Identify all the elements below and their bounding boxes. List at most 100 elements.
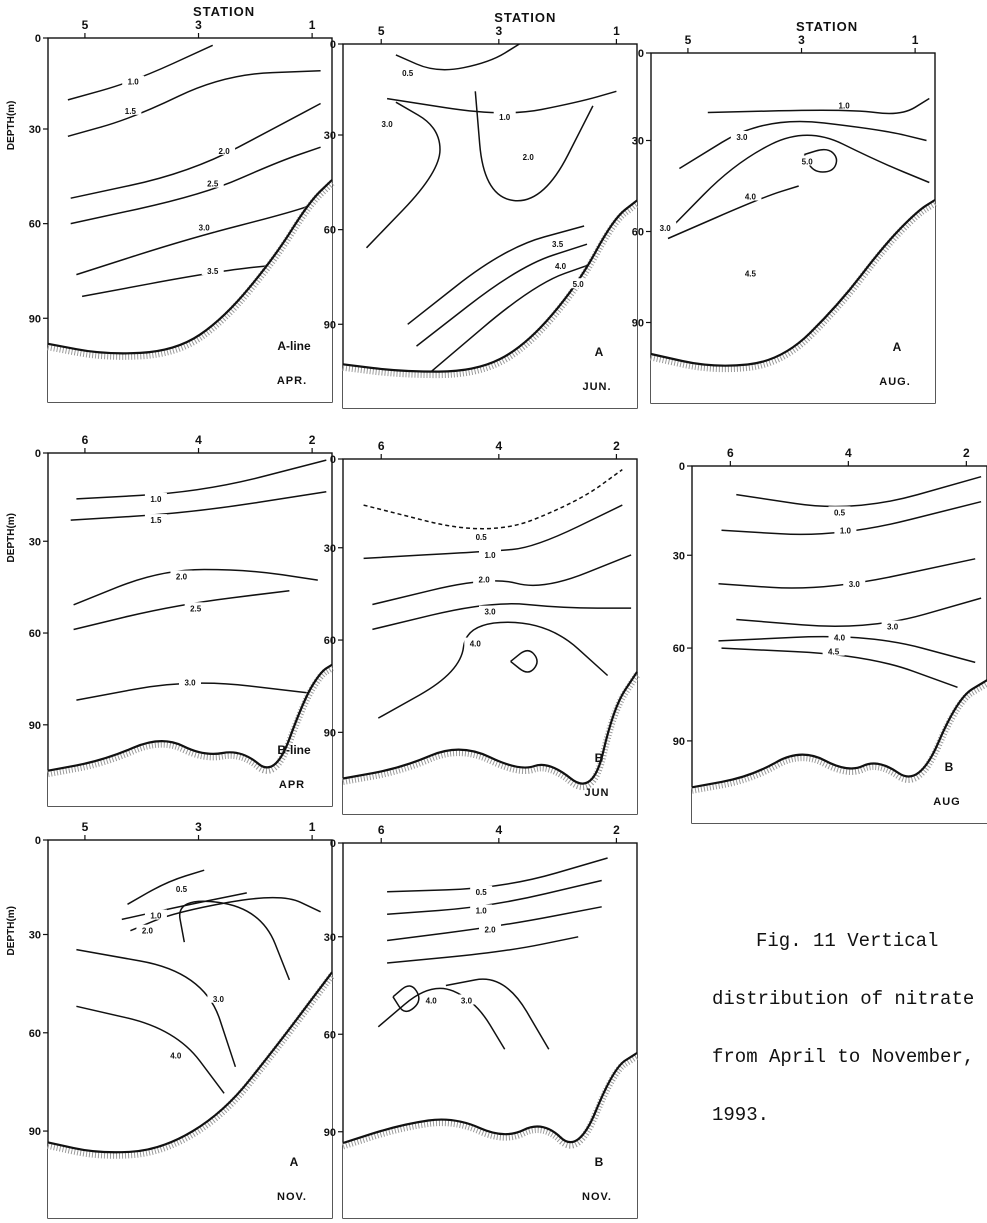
seafloor-fill [343, 200, 637, 408]
contour-label-mask [213, 144, 236, 155]
seafloor-stipple [341, 1053, 639, 1150]
depth-label: 60 [632, 227, 644, 239]
station-label: 4 [195, 433, 202, 447]
contour-label-mask [144, 909, 167, 920]
contour-label-mask [455, 994, 478, 1005]
isoline [416, 243, 588, 347]
contour-label-mask [193, 221, 216, 232]
seafloor-fill [48, 664, 332, 806]
depth-label: 30 [324, 130, 336, 142]
depth-label: 60 [324, 635, 336, 647]
contour-label-mask [201, 264, 224, 275]
seafloor-fill [343, 672, 637, 814]
isoline [803, 148, 838, 173]
station-label: 3 [495, 24, 502, 38]
contour-label: 1.0 [476, 907, 488, 916]
contour-label-mask [470, 531, 493, 542]
isoline [474, 91, 594, 202]
line-label: A [893, 340, 902, 354]
isoline [67, 70, 321, 138]
station-label: 5 [685, 33, 692, 47]
contour-label-mask [730, 131, 753, 141]
station-label: 2 [963, 446, 970, 460]
contour-label: 3.0 [213, 995, 225, 1004]
line-label: A [595, 345, 604, 359]
line-label: B [595, 751, 604, 765]
depth-label: 60 [29, 628, 41, 640]
isoline [430, 261, 597, 373]
seafloor-stipple [47, 180, 335, 360]
seafloor-line [342, 1052, 638, 1145]
station-label: 4 [495, 439, 502, 453]
contour-label-mask [739, 190, 762, 201]
contour-label: 2.0 [484, 925, 496, 934]
station-label: 2 [613, 823, 620, 837]
isoline [73, 589, 290, 631]
contour-label-mask [479, 923, 501, 934]
contour-label: 4.0 [834, 633, 846, 642]
contour-label-mask [546, 238, 569, 249]
contour-label-mask [479, 605, 501, 616]
depth-label: 60 [29, 219, 41, 231]
depth-axis-title: DEPTH(m) [6, 513, 17, 562]
station-label: 2 [309, 433, 316, 447]
depth-label: 90 [632, 318, 644, 330]
caption-line-4: 1993. [712, 1104, 770, 1126]
seafloor-stipple [47, 973, 335, 1159]
isoline [372, 603, 632, 631]
isoline [363, 468, 623, 530]
depth-label: 0 [35, 448, 41, 460]
contour-label: 3.0 [849, 580, 861, 589]
contour-label-mask [828, 631, 851, 642]
contour-label-mask [207, 992, 230, 1003]
station-label: 6 [727, 446, 734, 460]
isoline [76, 1005, 225, 1094]
contour-label-mask [796, 155, 819, 166]
isoline [377, 987, 506, 1050]
contour-label-mask [144, 492, 167, 503]
station-label: 1 [309, 820, 316, 834]
seafloor-fill [343, 1053, 637, 1218]
seafloor-line [650, 199, 936, 367]
station-label: 3 [195, 820, 202, 834]
contour-label-mask [179, 676, 201, 687]
month-label: JUN [584, 787, 609, 799]
contour-label: 4.0 [170, 1051, 182, 1060]
figure-caption: Fig. 11 Vertical distribution of nitrate… [712, 930, 982, 1162]
depth-label: 60 [29, 1028, 41, 1040]
station-label: 5 [82, 18, 89, 32]
depth-label: 90 [324, 319, 336, 331]
contour-label: 0.5 [176, 885, 188, 894]
b-line-november-panel: 0.5 1.0 2.0 4.0 3.0 6 4 2 0 30 60 90 B NOV. [324, 823, 639, 1219]
depth-axis-title: DEPTH(m) [6, 101, 17, 150]
contour-label-mask [517, 150, 540, 161]
contour-label-mask [170, 883, 193, 894]
contour-label: 2.0 [219, 147, 231, 156]
contour-label: 2.0 [479, 576, 491, 585]
contour-label: 3.0 [660, 224, 672, 233]
seafloor-line [47, 971, 333, 1154]
contour-label: 3.0 [461, 997, 473, 1006]
isoline [407, 225, 585, 325]
isoline [70, 491, 327, 521]
isoline [76, 201, 321, 276]
seafloor-line [342, 671, 638, 785]
station-label: 2 [613, 439, 620, 453]
isoline [718, 558, 976, 589]
depth-label: 0 [330, 454, 336, 466]
contour-label: 1.0 [150, 912, 162, 921]
contour-label-mask [739, 267, 762, 278]
contour-label: 3.0 [887, 623, 899, 632]
contour-label-mask [170, 570, 193, 581]
station-label: 4 [495, 823, 502, 837]
station-label: 6 [82, 433, 89, 447]
contour-label-mask [549, 260, 572, 271]
isoline [707, 97, 930, 115]
contour-label-mask [164, 1049, 187, 1060]
contour-label: 4.5 [745, 270, 757, 279]
contour-label: 4.0 [470, 640, 482, 649]
depth-label: 60 [324, 1029, 336, 1041]
isoline [718, 635, 976, 664]
station-label: 4 [845, 446, 852, 460]
depth-label: 30 [632, 136, 644, 148]
